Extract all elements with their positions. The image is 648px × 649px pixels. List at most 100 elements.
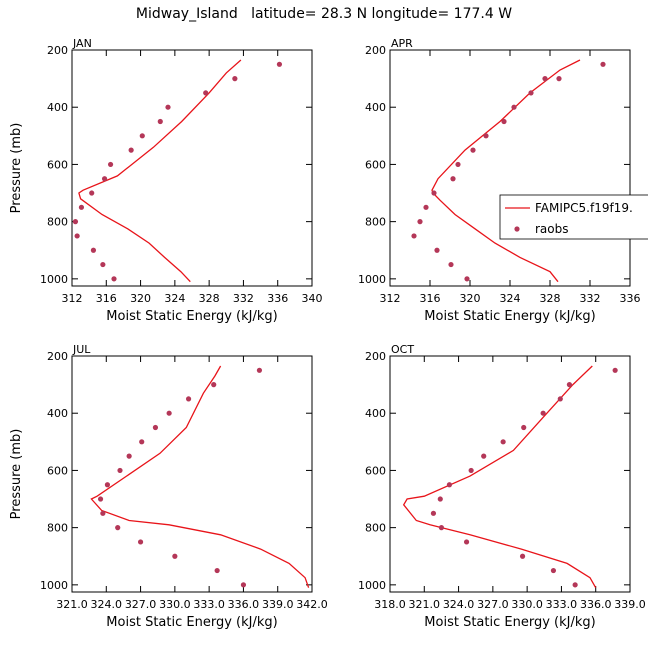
y-tick-label: 1000	[40, 273, 68, 286]
obs-point	[464, 276, 470, 282]
panel-label: APR	[391, 37, 413, 50]
obs-point	[431, 190, 437, 196]
plot-frame	[71, 49, 313, 287]
obs-point	[470, 147, 476, 153]
y-tick-label: 1000	[358, 273, 386, 286]
panel-label: JAN	[72, 37, 92, 50]
y-tick-label: 800	[47, 522, 68, 535]
obs-point	[214, 567, 220, 574]
y-axis-label: Pressure (mb)	[9, 429, 24, 520]
x-axis-label: Moist Static Energy (kJ/kg)	[424, 615, 595, 630]
panel-label: JUL	[72, 343, 91, 356]
obs-point	[434, 247, 440, 253]
obs-point	[542, 76, 548, 82]
obs-point	[203, 90, 209, 96]
x-tick-label: 316	[420, 292, 441, 305]
x-tick-label: 316	[96, 292, 117, 305]
panel-apr: 312 316 320 324 328 332 336 200 400 600 800 1000 APR…	[358, 37, 641, 324]
obs-point	[483, 133, 489, 139]
x-tick-label: 340	[302, 292, 323, 305]
obs-point	[115, 525, 121, 531]
obs-point	[74, 233, 80, 239]
legend: FAMIPC5.f19f19. raobs	[499, 194, 648, 240]
obs-point	[557, 396, 563, 402]
obs-point	[111, 276, 117, 282]
obs-point	[500, 439, 506, 445]
obs-point	[100, 261, 106, 268]
x-tick-label: 312	[380, 292, 401, 305]
obs-point	[137, 539, 144, 545]
obs-point	[501, 118, 507, 125]
obs-point	[139, 133, 145, 139]
obs-point	[126, 453, 132, 459]
y-tick-label: 800	[365, 216, 386, 229]
x-tick-label: 324.0	[443, 598, 475, 611]
y-tick-label: 200	[365, 44, 386, 57]
obs-point	[450, 176, 456, 182]
x-tick-label: 327.0	[125, 598, 157, 611]
y-tick-label: 200	[47, 44, 68, 57]
obs-point	[566, 382, 573, 388]
obs-point	[423, 204, 429, 210]
obs-point	[128, 147, 134, 153]
obs-point	[448, 261, 454, 268]
x-tick-label: 312	[62, 292, 83, 305]
obs-point	[165, 104, 171, 110]
x-tick-label: 328	[540, 292, 561, 305]
x-axis-label: Moist Static Energy (kJ/kg)	[106, 615, 277, 630]
obs-point	[152, 424, 159, 431]
obs-point	[104, 482, 111, 488]
obs-point	[89, 190, 95, 196]
obs-point	[572, 582, 578, 588]
obs-point	[97, 496, 104, 502]
y-tick-label: 600	[47, 464, 68, 477]
obs-point	[90, 247, 97, 253]
plot-frame	[71, 355, 313, 593]
y-tick-label: 400	[365, 101, 386, 114]
obs-point	[519, 553, 526, 559]
obs-point	[468, 467, 474, 474]
legend-dot-swatch	[514, 226, 520, 232]
obs-point	[437, 496, 443, 502]
x-axis-label: Moist Static Energy (kJ/kg)	[106, 309, 277, 324]
x-tick-label: 321.0	[56, 598, 88, 611]
x-tick-label: 324	[164, 292, 185, 305]
obs-point	[511, 104, 517, 110]
obs-point	[556, 76, 562, 82]
obs-point	[139, 439, 145, 445]
y-tick-label: 1000	[40, 579, 68, 592]
obs-point	[463, 539, 470, 545]
model-line	[431, 59, 581, 283]
obs-point	[78, 204, 85, 210]
legend-model-label: FAMIPC5.f19f19.	[535, 201, 633, 215]
obs-point	[455, 161, 461, 168]
legend-box	[499, 194, 648, 240]
model-line	[402, 365, 597, 589]
x-tick-label: 318.0	[374, 598, 406, 611]
obs-point	[240, 582, 247, 588]
y-tick-label: 200	[47, 350, 68, 363]
obs-point	[521, 424, 527, 431]
obs-point	[528, 90, 534, 96]
x-tick-label: 342.0	[296, 598, 328, 611]
obs-point	[101, 176, 108, 182]
model-line	[90, 365, 310, 588]
panel-label: OCT	[391, 343, 414, 356]
y-tick-label: 600	[47, 158, 68, 171]
obs-point	[211, 382, 217, 388]
obs-point	[612, 367, 618, 373]
y-tick-label: 200	[365, 350, 386, 363]
x-tick-label: 339.0	[262, 598, 294, 611]
x-tick-label: 336	[620, 292, 641, 305]
x-tick-label: 336.0	[580, 598, 612, 611]
x-tick-label: 332	[233, 292, 254, 305]
x-tick-label: 328	[199, 292, 220, 305]
x-tick-label: 339.0	[614, 598, 646, 611]
obs-point	[107, 161, 114, 168]
x-tick-label: 336	[267, 292, 288, 305]
obs-point	[172, 553, 178, 559]
panel-jan: 312 316 320 324 328 332 336 340 200 400 600 800 1000…	[9, 37, 323, 324]
y-tick-label: 600	[365, 158, 386, 171]
obs-point	[276, 61, 283, 67]
